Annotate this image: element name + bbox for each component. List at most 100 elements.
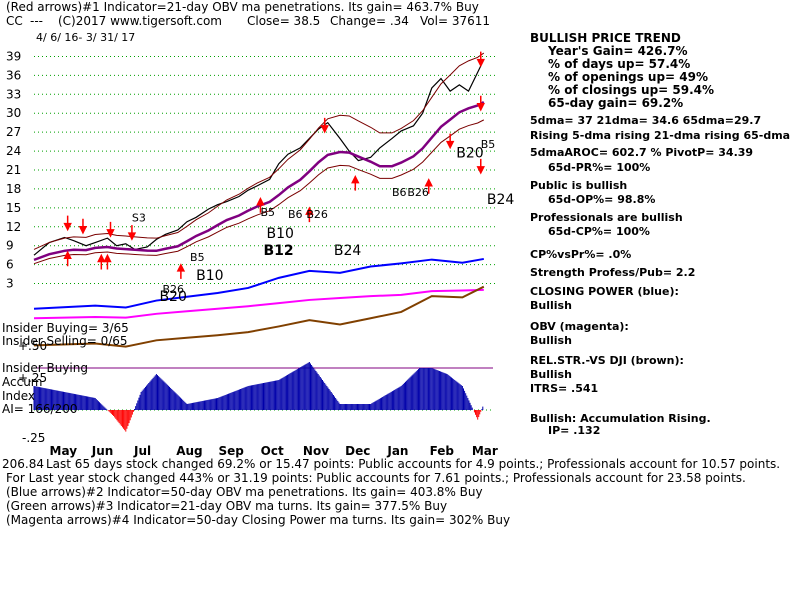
red-arrow-13 (476, 158, 485, 175)
itrs-value: ITRS= .541 (530, 382, 599, 395)
red-arrow-15 (476, 95, 485, 112)
x-tick-mar: Mar (472, 444, 498, 458)
accum-tick-2: -.25 (22, 431, 45, 445)
red-arrow-16 (351, 174, 360, 191)
signal-label-4: B20 (159, 289, 186, 305)
red-arrow-2 (106, 221, 115, 238)
signal-label-13: B6 (392, 186, 407, 199)
indicator1-line: (Red arrows)#1 Indicator=21-day OBV ma p… (6, 0, 479, 14)
footer-line4: (Green arrows)#3 Indicator=21-day OBV ma… (6, 499, 448, 513)
y-tick-30: 30 (6, 106, 21, 120)
y-tick-21: 21 (6, 163, 21, 177)
series-closing-power (33, 257, 484, 310)
signal-label-0: S3 (132, 212, 146, 225)
gain-65: 65-day gain= 69.2% (548, 96, 684, 110)
signal-label-6: B10 (267, 226, 294, 242)
x-tick-jul: Jul (133, 444, 151, 458)
red-arrow-6 (103, 253, 112, 270)
obv-status: Bullish (530, 334, 572, 347)
signal-arrows (63, 51, 485, 279)
accum-tick-0: +.50 (18, 339, 47, 353)
obv-heading: OBV (magenta): (530, 320, 629, 333)
op-percent: 65d-OP%= 98.8% (548, 193, 656, 206)
x-tick-aug: Aug (176, 444, 202, 458)
closings-up: % of closings up= 59.4% (548, 83, 715, 97)
strength-ratio: Strength Profess/Pub= 2.2 (530, 266, 696, 279)
chart-series (33, 52, 485, 348)
trend-heading: BULLISH PRICE TREND (530, 31, 681, 45)
insider-selling: Insider Selling= 0/65 (2, 334, 128, 348)
signal-label-5: B5 (260, 206, 275, 219)
red-arrow-12 (445, 133, 455, 150)
y-tick-36: 36 (6, 68, 21, 82)
date-range: 4/ 6/ 16- 3/ 31/ 17 (36, 31, 136, 44)
insider-buying-label: Insider Buying (2, 361, 88, 375)
relstr-status: Bullish (530, 368, 572, 381)
y-tick-3: 3 (6, 277, 14, 291)
days-up: % of days up= 57.4% (548, 57, 691, 71)
y-tick-12: 12 (6, 220, 21, 234)
index-label: Index (2, 389, 36, 403)
closing-power-heading: CLOSING POWER (blue): (530, 285, 679, 298)
x-tick-nov: Nov (303, 444, 329, 458)
public-status: Public is bullish (530, 179, 628, 192)
y-tick-33: 33 (6, 87, 21, 101)
accum-label: Accum (2, 375, 43, 389)
red-arrow-14 (476, 51, 485, 68)
signal-label-12: B20 (456, 145, 483, 161)
red-arrow-10 (320, 117, 329, 134)
pr-percent: 65d-PR%= 100% (548, 161, 651, 174)
x-tick-feb: Feb (430, 444, 455, 458)
relstr-heading: REL.STR.-VS DJI (brown): (530, 354, 684, 367)
ai-value: AI= 166/200 (2, 402, 78, 416)
x-tick-oct: Oct (261, 444, 284, 458)
y-tick-24: 24 (6, 144, 21, 158)
signal-label-11: B5 (481, 138, 496, 151)
signal-label-9: B26 (306, 208, 328, 221)
red-arrow-4 (63, 250, 72, 267)
close-value: Close= 38.5 (247, 14, 321, 28)
closing-power-status: Bullish (530, 299, 572, 312)
copyright: (C)2017 www.tigersoft.com (58, 14, 222, 28)
x-tick-jan: Jan (386, 444, 408, 458)
y-tick-6: 6 (6, 258, 14, 272)
ticker-dashes: --- (30, 14, 43, 28)
x-tick-sep: Sep (218, 444, 244, 458)
volume-value: Vol= 37611 (420, 14, 490, 28)
openings-up: % of openings up= 49% (548, 70, 709, 84)
aroc-pivot: 5dmaAROC= 602.7 % PivotP= 34.39 (530, 146, 754, 159)
cp-percent: 65d-CP%= 100% (548, 225, 650, 238)
accum-tick-1: +.25 (18, 371, 47, 385)
signal-label-2: B10 (196, 268, 223, 284)
signal-label-1: B5 (190, 251, 205, 264)
red-arrow-9 (305, 206, 314, 223)
series-obv (33, 288, 484, 320)
red-arrow-3 (127, 225, 137, 241)
x-tick-may: May (50, 444, 78, 458)
x-tick-jun: Jun (91, 444, 114, 458)
red-arrow-8 (256, 197, 265, 213)
x-axis-ticks: May Jun Jul Aug Sep Oct Nov Dec Jan Feb Mar (50, 444, 498, 458)
cp-vs-pr: CP%vsPr%= .0% (530, 248, 632, 261)
y-tick-15: 15 (6, 201, 21, 215)
signal-label-3: B26 (163, 283, 185, 296)
series-rel-str-vs-dji (33, 285, 485, 348)
signal-label-10: B24 (334, 243, 362, 259)
x-tick-dec: Dec (345, 444, 370, 458)
y-tick-27: 27 (6, 125, 21, 139)
signal-label-14: B26 (407, 186, 429, 199)
dma-rising: Rising 5-dma rising 21-dma rising 65-dma (530, 129, 791, 142)
signal-label-8: B6 (288, 208, 303, 221)
red-arrow-0 (63, 215, 72, 232)
years-gain: Year's Gain= 426.7% (548, 44, 688, 58)
signal-label-15: B24 (487, 192, 515, 208)
ip-value: IP= .132 (548, 424, 601, 437)
y-tick-9: 9 (6, 239, 14, 253)
footer-num: 206.84 (2, 457, 44, 471)
ma65-line (33, 100, 485, 262)
footer-line2: For Last year stock changed 443% or 31.1… (6, 471, 746, 485)
lower-band (33, 119, 485, 265)
